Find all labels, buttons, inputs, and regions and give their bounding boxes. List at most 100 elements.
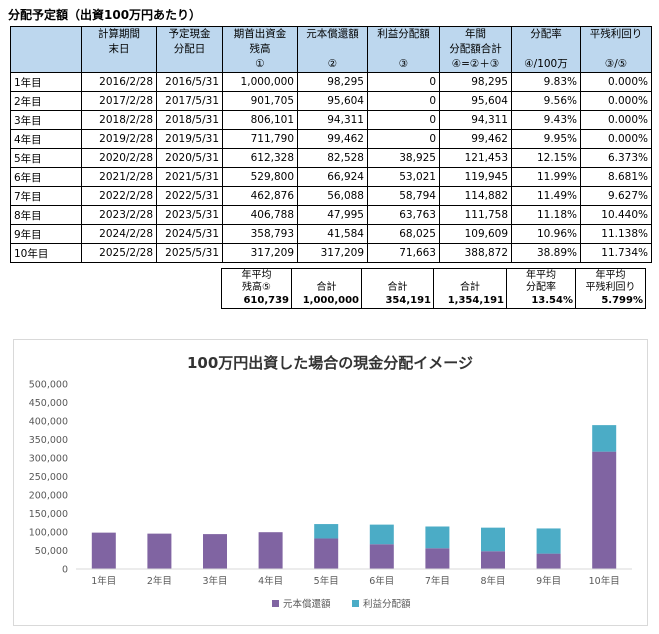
cell-profit: 0 xyxy=(367,110,440,130)
y-axis: 0 50,000 100,000 150,000 200,000 250,000 300,0… xyxy=(29,380,68,576)
table-row: 5年目 2020/2/28 2020/5/31 612,328 82,528 38,925… xyxy=(10,148,652,168)
summary-label: 残高⑤ xyxy=(242,282,271,293)
bar-principal xyxy=(425,548,450,569)
cell-principal: 95,604 xyxy=(297,91,368,111)
table-header: 計算期間 予定現金 期首出資金 元本償還額 利益分配額 年間 分配率 平残利回り… xyxy=(10,26,652,73)
cell-label: 3年目 xyxy=(10,110,82,130)
cell-yield: 0.000% xyxy=(580,110,652,130)
cell-principal: 82,528 xyxy=(297,148,368,168)
cell-total: 119,945 xyxy=(439,167,512,187)
x-tick-label: 1年目 xyxy=(91,575,116,587)
cell-pay-date: 2019/5/31 xyxy=(156,129,223,149)
cell-balance: 317,209 xyxy=(222,243,298,263)
cell-total: 98,295 xyxy=(439,72,512,92)
cell-rate: 10.96% xyxy=(511,224,581,244)
y-tick-label: 350,000 xyxy=(29,435,68,446)
header-cell: 分配率 xyxy=(511,26,581,42)
header-cell: 計算期間 xyxy=(81,26,157,42)
cell-pay-date: 2023/5/31 xyxy=(156,205,223,225)
cell-period-end: 2016/2/28 xyxy=(81,72,157,92)
cell-yield: 0.000% xyxy=(580,129,652,149)
header-cell: 年間 xyxy=(439,26,512,42)
legend-label: 元本償還額 xyxy=(283,598,331,610)
header-cell xyxy=(81,57,157,73)
table-row: 3年目 2018/2/28 2018/5/31 806,101 94,311 0 94,31… xyxy=(10,110,652,130)
header-cell xyxy=(156,57,223,73)
summary-table: 年平均 残高⑤ 610,739 合計 1,000,000 合計 354,191 合計 1,… xyxy=(221,268,646,309)
x-tick-label: 4年目 xyxy=(258,575,283,587)
bar-principal xyxy=(481,551,505,569)
table-body: 1年目 2016/2/28 2016/5/31 1,000,000 98,295 0 98,… xyxy=(10,72,652,263)
summary-value: 5.799% xyxy=(601,295,643,306)
cell-rate: 9.43% xyxy=(511,110,581,130)
cell-total: 114,882 xyxy=(439,186,512,206)
summary-cell: 合計 1,354,191 xyxy=(433,268,507,309)
cell-period-end: 2020/2/28 xyxy=(81,148,157,168)
cell-yield: 8.681% xyxy=(580,167,652,187)
cell-pay-date: 2020/5/31 xyxy=(156,148,223,168)
cell-period-end: 2023/2/28 xyxy=(81,205,157,225)
bar-principal xyxy=(314,538,339,569)
header-cell: ④/100万 xyxy=(511,57,581,73)
cell-rate: 9.56% xyxy=(511,91,581,111)
bar-principal xyxy=(592,451,617,569)
chart-title: 100万円出資した場合の現金分配イメージ xyxy=(187,354,473,372)
y-tick-label: 50,000 xyxy=(35,546,68,557)
cell-profit: 71,663 xyxy=(367,243,440,263)
cell-period-end: 2017/2/28 xyxy=(81,91,157,111)
cell-label: 6年目 xyxy=(10,167,82,187)
summary-label: 合計 xyxy=(316,282,337,293)
cell-pay-date: 2024/5/31 xyxy=(156,224,223,244)
legend-swatch xyxy=(352,600,359,607)
cell-rate: 9.95% xyxy=(511,129,581,149)
header-cell: ③ xyxy=(367,57,440,73)
summary-value: 13.54% xyxy=(531,295,573,306)
cell-total: 94,311 xyxy=(439,110,512,130)
cell-label: 9年目 xyxy=(10,224,82,244)
bar-principal xyxy=(147,533,172,569)
x-tick-label: 6年目 xyxy=(369,575,394,587)
cell-yield: 9.627% xyxy=(580,186,652,206)
cell-principal: 41,584 xyxy=(297,224,368,244)
bar-principal xyxy=(203,534,227,569)
y-tick-label: 450,000 xyxy=(29,398,68,409)
cell-period-end: 2018/2/28 xyxy=(81,110,157,130)
cell-period-end: 2021/2/28 xyxy=(81,167,157,187)
cell-principal: 94,311 xyxy=(297,110,368,130)
cell-rate: 38.89% xyxy=(511,243,581,263)
x-tick-label: 5年目 xyxy=(314,575,339,587)
cell-yield: 11.734% xyxy=(580,243,652,263)
y-tick-label: 250,000 xyxy=(29,472,68,483)
cell-pay-date: 2017/5/31 xyxy=(156,91,223,111)
header-cell xyxy=(10,26,82,42)
header-cell: 残高 xyxy=(222,42,298,57)
table-row: 1年目 2016/2/28 2016/5/31 1,000,000 98,295 0 98,… xyxy=(10,72,652,92)
bar-principal xyxy=(91,532,116,569)
summary-cell: 年平均 分配率 13.54% xyxy=(506,268,576,309)
cell-yield: 6.373% xyxy=(580,148,652,168)
cell-principal: 98,295 xyxy=(297,72,368,92)
cell-yield: 0.000% xyxy=(580,91,652,111)
cell-profit: 68,025 xyxy=(367,224,440,244)
cell-pay-date: 2025/5/31 xyxy=(156,243,223,263)
cell-balance: 711,790 xyxy=(222,129,298,149)
cell-balance: 529,800 xyxy=(222,167,298,187)
y-tick-label: 500,000 xyxy=(29,380,68,391)
header-cell: 利益分配額 xyxy=(367,26,440,42)
cell-pay-date: 2016/5/31 xyxy=(156,72,223,92)
cell-balance: 901,705 xyxy=(222,91,298,111)
cell-balance: 406,788 xyxy=(222,205,298,225)
bar-profit xyxy=(314,524,339,539)
table-row: 10年目 2025/2/28 2025/5/31 317,209 317,209 71,6… xyxy=(10,243,652,263)
summary-label: 平残利回り xyxy=(585,282,636,293)
bar-principal xyxy=(258,532,283,569)
table-row: 4年目 2019/2/28 2019/5/31 711,790 99,462 0 99,46… xyxy=(10,129,652,149)
y-tick-label: 200,000 xyxy=(29,491,68,502)
chart-area: 100万円出資した場合の現金分配イメージ 0 50,000 100,000 150,0… xyxy=(13,339,648,626)
summary-value: 610,739 xyxy=(243,295,289,306)
bar-profit xyxy=(536,528,561,554)
stacked-bar-chart: 100万円出資した場合の現金分配イメージ 0 50,000 100,000 150,0… xyxy=(29,354,632,610)
table-row: 9年目 2024/2/28 2024/5/31 358,793 41,584 68,025… xyxy=(10,224,652,244)
cell-rate: 11.49% xyxy=(511,186,581,206)
cell-label: 2年目 xyxy=(10,91,82,111)
